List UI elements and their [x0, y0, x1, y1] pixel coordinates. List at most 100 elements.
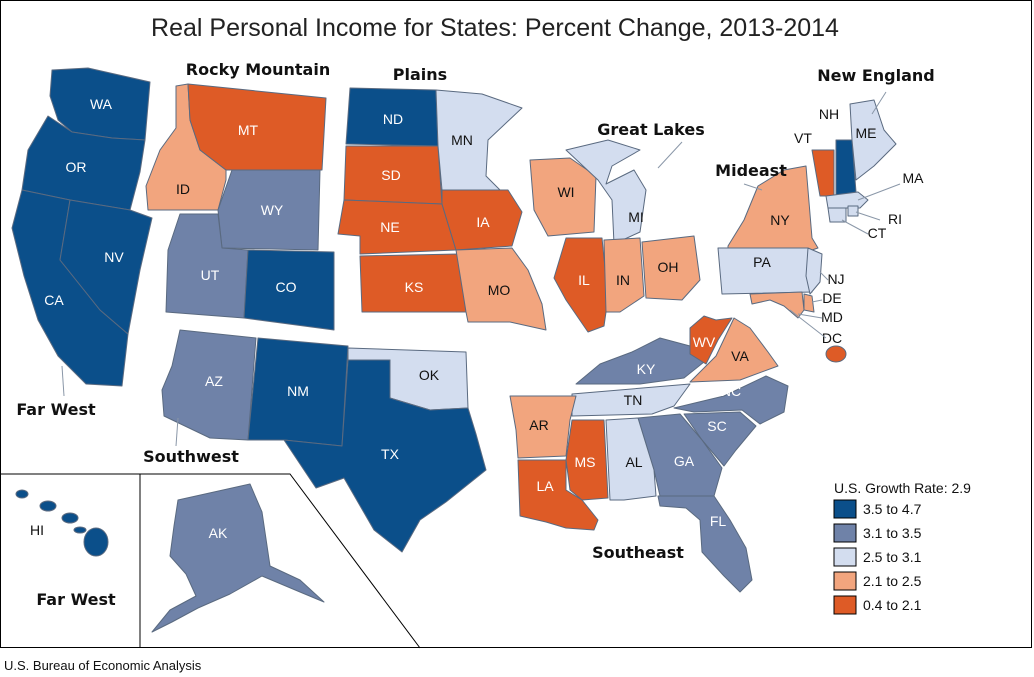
label-IN: IN: [616, 272, 630, 288]
label-DC: DC: [822, 330, 842, 346]
state-FL[interactable]: [657, 495, 753, 593]
label-WA: WA: [90, 96, 113, 112]
legend-label: 2.5 to 3.1: [863, 549, 922, 565]
state-WI[interactable]: [529, 157, 597, 237]
legend-label: 3.1 to 3.5: [863, 525, 922, 541]
region-southwest: Southwest: [143, 447, 239, 466]
state-WV[interactable]: [689, 315, 733, 365]
state-NJ[interactable]: [805, 247, 823, 295]
label-IL: IL: [578, 272, 590, 288]
map-title: Real Personal Income for States: Percent…: [151, 14, 839, 42]
region-far-west: Far West: [16, 400, 96, 419]
legend-label: 0.4 to 2.1: [863, 597, 922, 613]
label-OR: OR: [66, 159, 87, 175]
label-MS: MS: [575, 454, 596, 470]
state-OR[interactable]: [21, 115, 146, 211]
state-MD[interactable]: [749, 291, 805, 319]
state-OH[interactable]: [641, 235, 701, 301]
state-VA[interactable]: [689, 317, 779, 383]
region-great-lakes: Great Lakes: [597, 120, 704, 139]
state-MO[interactable]: [455, 247, 547, 331]
legend-swatch: [833, 571, 857, 591]
state-MT[interactable]: [187, 83, 327, 171]
label-UT: UT: [201, 267, 220, 283]
label-NE: NE: [380, 219, 399, 235]
label-DE: DE: [822, 290, 841, 306]
label-AK: AK: [209, 525, 228, 541]
state-MN[interactable]: [435, 89, 523, 191]
region-southeast: Southeast: [592, 543, 684, 562]
state-HI[interactable]: [15, 489, 109, 557]
label-NH: NH: [819, 106, 839, 122]
state-WY[interactable]: [217, 169, 321, 251]
state-AR[interactable]: [509, 395, 577, 459]
label-NJ: NJ: [827, 271, 844, 287]
label-ID: ID: [176, 181, 190, 197]
label-MN: MN: [451, 132, 473, 148]
label-TN: TN: [624, 392, 643, 408]
state-AZ[interactable]: [161, 329, 257, 441]
state-MA[interactable]: [825, 191, 869, 209]
label-MA: MA: [903, 170, 925, 186]
state-DE[interactable]: [803, 293, 815, 313]
state-AL[interactable]: [605, 417, 657, 501]
label-FL: FL: [710, 513, 727, 529]
region-rocky-mountain: Rocky Mountain: [186, 60, 330, 79]
label-MO: MO: [488, 282, 511, 298]
label-NM: NM: [287, 383, 309, 399]
label-KS: KS: [405, 279, 424, 295]
state-CO[interactable]: [243, 249, 335, 331]
legend-label: 3.5 to 4.7: [863, 501, 922, 517]
region-new-england: New England: [817, 66, 935, 85]
label-AR: AR: [529, 417, 548, 433]
label-HI: HI: [30, 522, 44, 538]
label-WI: WI: [557, 184, 574, 200]
label-CT: CT: [868, 225, 887, 241]
label-RI: RI: [888, 211, 902, 227]
state-TX[interactable]: [283, 359, 487, 553]
label-KY: KY: [637, 361, 656, 377]
label-MT: MT: [238, 122, 259, 138]
label-VT: VT: [794, 130, 812, 146]
label-AL: AL: [625, 454, 642, 470]
label-ME: ME: [856, 125, 877, 141]
label-IA: IA: [476, 214, 490, 230]
state-NC[interactable]: [673, 375, 789, 425]
label-NV: NV: [104, 249, 124, 265]
label-CA: CA: [44, 292, 64, 308]
legend: U.S. Growth Rate: 2.9 3.5 to 4.7 3.1 to 3…: [833, 480, 971, 615]
state-IA[interactable]: [441, 189, 523, 251]
label-WY: WY: [261, 202, 284, 218]
state-GA[interactable]: [637, 413, 723, 497]
legend-swatch: [833, 595, 857, 615]
state-IN[interactable]: [603, 237, 645, 313]
label-AZ: AZ: [205, 373, 223, 389]
state-VT[interactable]: [811, 149, 835, 197]
label-MD: MD: [821, 309, 843, 325]
state-MI[interactable]: [565, 139, 647, 245]
label-WV: WV: [693, 334, 716, 350]
label-SD: SD: [381, 167, 400, 183]
label-NY: NY: [770, 212, 790, 228]
state-CT[interactable]: [827, 207, 847, 223]
region-far-west-inset: Far West: [36, 590, 116, 609]
label-SC: SC: [707, 418, 726, 434]
state-RI[interactable]: [847, 205, 859, 217]
legend-swatch: [833, 499, 857, 519]
region-plains: Plains: [393, 65, 447, 84]
label-OH: OH: [658, 259, 679, 275]
source-credit: U.S. Bureau of Economic Analysis: [4, 658, 202, 673]
legend-label: 2.1 to 2.5: [863, 573, 922, 589]
state-ME[interactable]: [849, 99, 897, 181]
state-LA[interactable]: [517, 459, 599, 531]
state-DC[interactable]: [825, 345, 847, 363]
label-GA: GA: [674, 453, 695, 469]
label-ND: ND: [383, 111, 403, 127]
state-NV[interactable]: [59, 199, 153, 335]
state-IL[interactable]: [553, 237, 609, 333]
label-PA: PA: [753, 254, 771, 270]
label-LA: LA: [536, 478, 554, 494]
label-OK: OK: [419, 367, 440, 383]
state-AK[interactable]: [151, 483, 325, 633]
